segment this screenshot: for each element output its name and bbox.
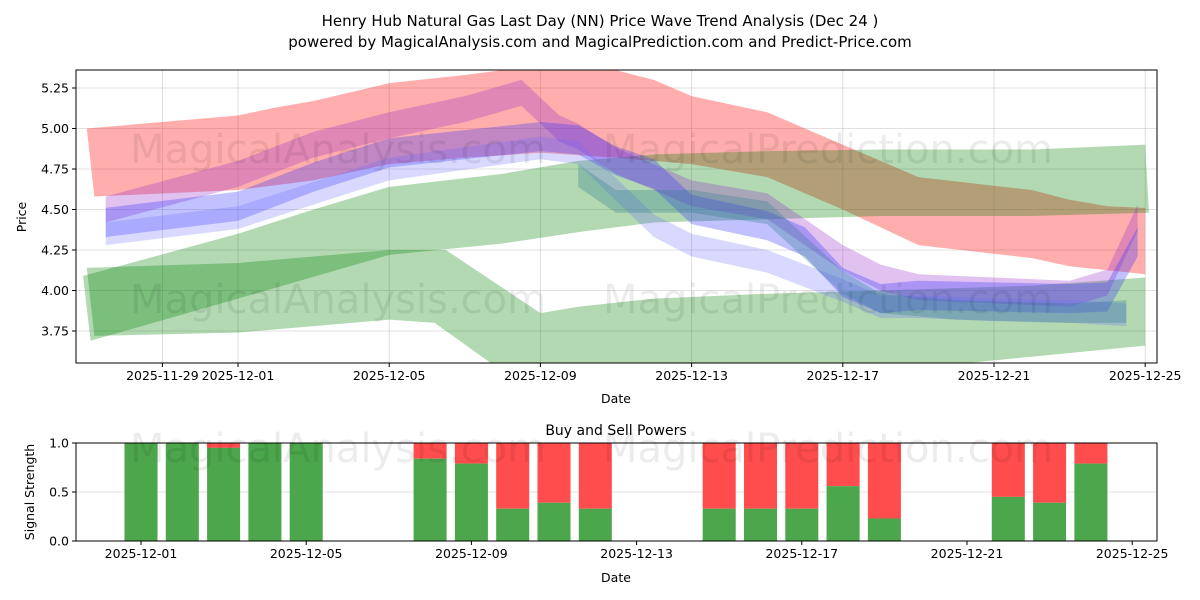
y-tick-label: 4.50 <box>41 202 69 217</box>
price-y-label: Price <box>14 201 29 232</box>
y-tick-label: 4.75 <box>41 162 69 177</box>
sell-power-bar <box>867 443 901 519</box>
sell-power-bar <box>1074 443 1108 464</box>
buy-power-bar <box>826 486 860 541</box>
sell-power-bar <box>991 443 1025 497</box>
price-bands <box>83 70 1149 363</box>
y-tick-label: 5.00 <box>41 121 69 136</box>
buy-power-bar <box>578 508 612 541</box>
sell-power-bar <box>496 443 530 509</box>
sell-power-bar <box>537 443 571 503</box>
watermark-prediction-bottom: MagicalPrediction.com <box>603 426 1053 472</box>
y-tick-label: 5.25 <box>41 81 69 96</box>
x-tick-label: 2025-12-21 <box>958 368 1031 383</box>
x-tick-label: 2025-12-09 <box>504 368 577 383</box>
sell-power-bar <box>413 443 447 459</box>
x-tick-label: 2025-12-01 <box>202 368 275 383</box>
y-tick-label: 0.5 <box>49 485 69 500</box>
buy-power-bar <box>1074 463 1108 541</box>
sell-power-bar <box>578 443 612 509</box>
buy-power-bar <box>867 518 901 541</box>
buy-power-bar <box>207 447 241 541</box>
watermark-analysis-mid: MagicalAnalysis.com <box>130 277 546 323</box>
buy-power-bar <box>248 443 282 541</box>
buy-power-bar <box>537 502 571 541</box>
buy-power-bar <box>124 443 158 541</box>
y-tick-label: 4.00 <box>41 283 69 298</box>
bar-chart-title: Buy and Sell Powers <box>545 423 686 439</box>
blue-wave-band <box>105 122 1138 314</box>
y-tick-label: 3.75 <box>41 324 69 339</box>
buy-power-bar <box>454 463 488 541</box>
price-x-label: Date <box>601 391 631 406</box>
buy-power-bar <box>702 508 736 541</box>
signal-x-label: Date <box>601 570 631 585</box>
watermark-prediction-top: MagicalPrediction.com <box>603 127 1053 173</box>
x-tick-label: 2025-12-05 <box>270 546 343 561</box>
x-tick-label: 2025-11-29 <box>126 368 199 383</box>
buy-power-bar <box>496 508 530 541</box>
buy-power-bar <box>165 443 199 541</box>
x-tick-label: 2025-12-05 <box>353 368 426 383</box>
price-plot-frame <box>75 69 1158 364</box>
y-tick-label: 1.0 <box>49 436 69 451</box>
buy-power-bar <box>413 458 447 541</box>
x-tick-label: 2025-12-13 <box>655 368 728 383</box>
red-band <box>86 70 1146 275</box>
x-tick-label: 2025-12-25 <box>1096 546 1169 561</box>
x-tick-label: 2025-12-17 <box>806 368 879 383</box>
x-tick-label: 2025-12-13 <box>600 546 673 561</box>
watermark-analysis-bottom: MagicalAnalysis.com <box>130 426 546 472</box>
sell-power-bar <box>1033 443 1067 503</box>
x-tick-label: 2025-12-21 <box>931 546 1004 561</box>
watermark-analysis-top: MagicalAnalysis.com <box>130 127 546 173</box>
price-axes: 2025-11-29 2025-12-01 2025-12-05 2025-12-09… <box>41 81 1181 384</box>
lightblue-wave-band <box>105 136 1127 327</box>
buy-power-bar <box>785 508 819 541</box>
x-tick-label: 2025-12-17 <box>765 546 838 561</box>
y-tick-label: 0.0 <box>49 534 69 549</box>
buy-power-bar <box>991 496 1025 541</box>
signal-axes: 0.0 0.5 1.0 2025-12-01 2025-12-05 2025-12-09 2… <box>49 436 1168 562</box>
x-tick-label: 2025-12-25 <box>1109 368 1182 383</box>
y-tick-label: 4.25 <box>41 243 69 258</box>
x-tick-label: 2025-12-09 <box>435 546 508 561</box>
sell-power-bar <box>207 443 241 448</box>
price-grid <box>76 70 1157 363</box>
purple-wave-band <box>105 79 1138 307</box>
buy-power-bar <box>1033 502 1067 541</box>
buy-power-bar <box>743 508 778 541</box>
watermark-prediction-mid: MagicalPrediction.com <box>603 277 1053 323</box>
signal-y-label: Signal Strength <box>22 444 37 540</box>
sell-power-bar <box>702 443 736 509</box>
green-band-lower <box>86 250 1146 363</box>
sell-power-bar <box>743 443 778 509</box>
teal-wave-band <box>578 164 1127 323</box>
buy-power-bar <box>289 443 323 541</box>
signal-bars <box>124 443 1108 541</box>
green-band-upper <box>83 144 1149 341</box>
chart-title-line1: Henry Hub Natural Gas Last Day (NN) Pric… <box>322 12 879 30</box>
sell-power-bar <box>826 443 860 487</box>
sell-power-bar <box>454 443 488 464</box>
sell-power-bar <box>785 443 819 509</box>
x-tick-label: 2025-12-01 <box>105 546 178 561</box>
chart-title-line2: powered by MagicalAnalysis.com and Magic… <box>288 33 912 51</box>
